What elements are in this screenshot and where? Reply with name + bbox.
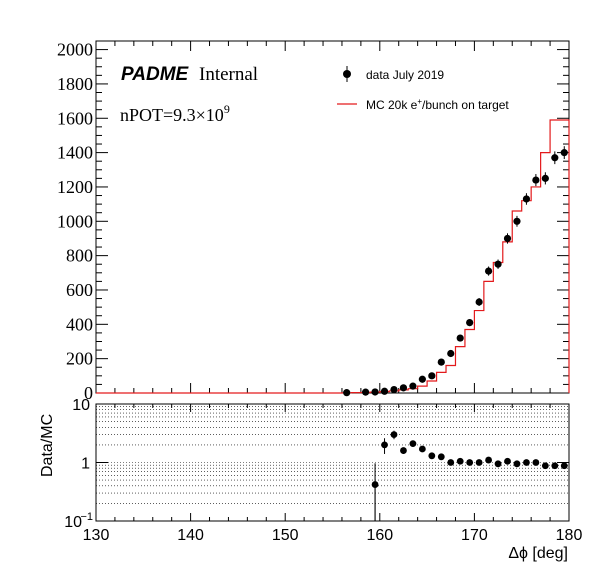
ratio-point: [400, 447, 407, 454]
npot-label: nPOT=9.3×109: [120, 102, 230, 125]
ratio-point: [447, 459, 455, 466]
ratio-point: [475, 459, 483, 466]
ratio-x-tick-label: 130: [83, 527, 110, 544]
ratio-x-tick-label: 140: [177, 527, 204, 544]
data-point: [475, 298, 483, 306]
data-point: [428, 372, 436, 380]
ratio-point: [456, 457, 464, 465]
data-point: [409, 382, 417, 390]
data-point: [418, 375, 426, 383]
ratio-y-tick-exponent: −1: [80, 511, 93, 523]
brand-label: PADME: [121, 64, 190, 85]
y-tick-label: 1200: [57, 177, 93, 197]
data-point: [456, 334, 464, 342]
npot-exponent: 9: [224, 102, 230, 116]
data-point: [532, 176, 540, 184]
mc-step-series: [96, 119, 570, 394]
ratio-point: [513, 460, 521, 468]
data-point: [447, 349, 455, 358]
histogram-frame: [95, 40, 570, 394]
data-point: [484, 267, 493, 275]
data-point: [380, 387, 389, 395]
ratio-x-tick-label: 160: [366, 527, 393, 544]
ratio-x-tick-label: 180: [556, 527, 583, 544]
data-point: [494, 260, 502, 268]
ratio-point: [418, 445, 426, 453]
ratio-point: [466, 459, 474, 466]
y-tick-label: 0: [84, 383, 93, 403]
data-point: [503, 234, 512, 243]
y-tick-label: 600: [66, 280, 93, 300]
ratio-point: [541, 462, 549, 470]
npot-text: nPOT=9.3×10: [120, 105, 224, 125]
y-tick-label: 200: [66, 349, 93, 369]
ratio-y-tick-label: 1: [81, 456, 90, 473]
x-axis-title: Δϕ [deg]: [508, 545, 568, 562]
brand-suffix: Internal: [199, 64, 258, 85]
y-tick-label: 400: [66, 314, 93, 334]
legend-mc-text-b: /bunch on target: [422, 98, 509, 112]
data-point: [513, 217, 521, 225]
data-point: [551, 154, 559, 162]
ratio-point: [381, 441, 388, 449]
data-point: [522, 195, 531, 203]
y-tick-label: 800: [66, 246, 93, 266]
data-point: [560, 149, 568, 157]
legend-data-label: data July 2019: [366, 68, 444, 82]
ratio-y-tick-label: 10: [64, 514, 82, 531]
histogram-panel: 0 200 400 600 800 1000 1200 1400 1600 1800 2000: [57, 40, 570, 403]
data-point: [343, 389, 351, 397]
ratio-point: [428, 452, 436, 460]
ratio-point: [504, 457, 511, 465]
ratio-point: [494, 460, 502, 468]
ratio-y-axis-title: Data/MC: [39, 414, 56, 477]
ratio-point: [523, 459, 530, 466]
legend-mc-label: MC 20k e+/bunch on target: [366, 97, 509, 112]
y-tick-label: 1400: [57, 143, 93, 163]
y-tick-label: 1000: [57, 211, 93, 231]
ratio-point: [437, 453, 445, 461]
data-point: [437, 358, 445, 366]
data-point: [466, 319, 474, 327]
legend-mc-sup: +: [417, 97, 422, 106]
data-point: [541, 174, 549, 182]
y-tick-label: 2000: [57, 40, 93, 60]
y-tick-label: 1600: [57, 108, 93, 128]
ratio-point: [551, 462, 559, 470]
ratio-y-tick-label: 10: [72, 397, 90, 414]
data-point: [399, 384, 408, 392]
y-tick-label: 1800: [57, 74, 93, 94]
legend-mc-text-a: MC 20k e: [366, 98, 418, 112]
ratio-point: [532, 459, 540, 466]
data-point: [390, 385, 398, 394]
ratio-point: [560, 462, 568, 470]
ratio-x-tick-label: 170: [461, 527, 488, 544]
data-point: [362, 388, 370, 396]
legend: data July 2019 MC 20k e+/bunch on target: [337, 66, 509, 112]
ratio-point: [485, 456, 492, 464]
legend-data-marker: [343, 70, 351, 78]
ratio-point: [390, 431, 398, 438]
ratio-point: [409, 440, 417, 448]
ratio-x-tick-label: 150: [272, 527, 299, 544]
data-point: [371, 388, 379, 396]
